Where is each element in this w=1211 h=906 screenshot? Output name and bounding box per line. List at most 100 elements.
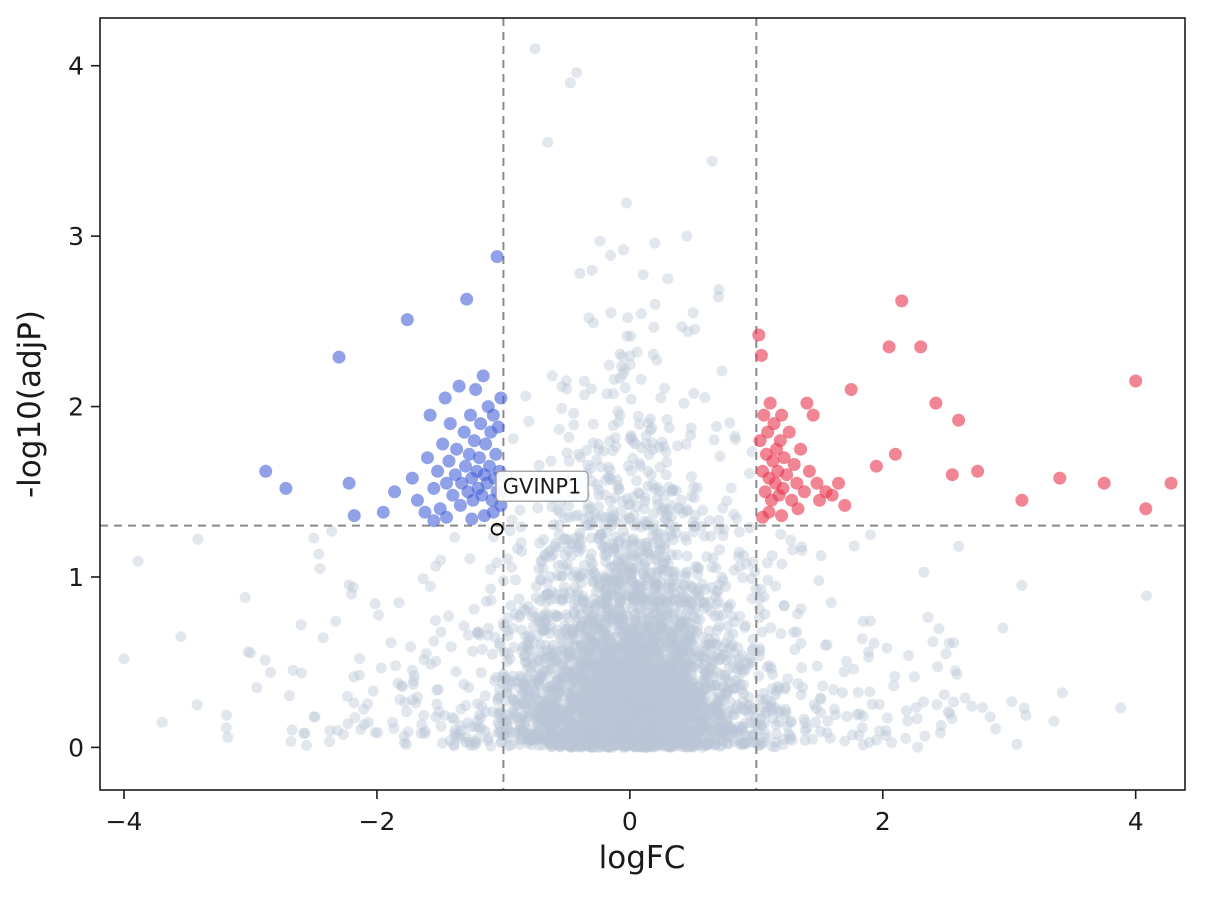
point-not-significant (570, 731, 582, 743)
point-not-significant (642, 546, 654, 558)
point-not-significant (654, 638, 666, 649)
point-not-significant (535, 574, 547, 586)
point-not-significant (601, 714, 613, 726)
point-not-significant (671, 681, 683, 693)
point-not-significant (624, 679, 636, 691)
point-not-significant (462, 717, 474, 729)
point-not-significant (502, 648, 514, 659)
point-not-significant (629, 438, 641, 450)
point-not-significant (694, 739, 706, 751)
point-not-significant (537, 610, 549, 622)
point-not-significant (935, 727, 946, 739)
point-not-significant (686, 665, 697, 677)
point-not-significant (534, 537, 546, 549)
point-not-significant (622, 610, 634, 622)
point-not-significant (734, 652, 746, 664)
point-not-significant (632, 681, 644, 693)
point-not-significant (519, 726, 531, 738)
point-not-significant (645, 704, 657, 716)
point-not-significant (662, 574, 674, 586)
point-not-significant (666, 631, 677, 643)
point-not-significant (748, 702, 760, 714)
point-not-significant (756, 626, 768, 638)
point-not-significant (561, 592, 573, 604)
point-not-significant (663, 714, 674, 726)
point-not-significant (613, 725, 625, 737)
point-not-significant (767, 712, 779, 724)
point-not-significant (868, 637, 880, 649)
point-not-significant (586, 707, 597, 719)
point-not-significant (671, 652, 683, 664)
point-not-significant (596, 539, 608, 551)
point-not-significant (588, 697, 600, 709)
point-not-significant (588, 637, 600, 648)
point-not-significant (556, 665, 568, 677)
point-not-significant (612, 689, 624, 701)
point-not-significant (602, 546, 613, 558)
point-down-regulated (472, 451, 486, 465)
point-not-significant (706, 637, 718, 649)
point-not-significant (611, 726, 623, 738)
point-not-significant (659, 672, 671, 684)
point-not-significant (738, 550, 750, 562)
point-not-significant (513, 699, 525, 711)
point-not-significant (645, 705, 657, 717)
point-not-significant (568, 419, 580, 431)
point-not-significant (779, 683, 791, 695)
point-not-significant (623, 737, 635, 748)
point-not-significant (577, 660, 589, 672)
point-not-significant (651, 724, 662, 736)
point-up-regulated (791, 502, 805, 516)
point-not-significant (538, 716, 550, 728)
point-not-significant (634, 708, 646, 720)
point-not-significant (619, 700, 631, 712)
point-not-significant (721, 688, 732, 700)
point-not-significant (664, 660, 676, 672)
point-not-significant (810, 702, 822, 714)
point-not-significant (594, 694, 606, 705)
point-not-significant (592, 732, 604, 744)
point-not-significant (697, 603, 709, 615)
point-not-significant (574, 741, 586, 753)
point-not-significant (629, 720, 640, 731)
point-not-significant (703, 639, 715, 651)
point-not-significant (622, 708, 634, 720)
point-not-significant (709, 590, 721, 602)
point-not-significant (533, 614, 545, 626)
point-not-significant (633, 648, 645, 660)
point-not-significant (623, 460, 634, 472)
point-not-significant (554, 708, 566, 720)
point-not-significant (430, 615, 441, 626)
point-not-significant (706, 702, 718, 714)
point-not-significant (600, 623, 611, 635)
point-not-significant (644, 737, 656, 749)
point-not-significant (653, 630, 665, 641)
point-not-significant (641, 741, 653, 753)
point-not-significant (576, 620, 588, 632)
point-not-significant (562, 671, 574, 683)
point-not-significant (744, 653, 756, 665)
point-not-significant (571, 633, 583, 645)
point-not-significant (460, 737, 472, 748)
point-not-significant (600, 601, 612, 613)
point-not-significant (728, 564, 740, 576)
point-not-significant (544, 709, 556, 721)
point-not-significant (606, 687, 617, 699)
point-not-significant (557, 559, 569, 571)
point-not-significant (948, 637, 960, 649)
point-not-significant (618, 717, 630, 729)
point-not-significant (585, 701, 597, 713)
point-not-significant (583, 312, 595, 324)
point-not-significant (612, 689, 624, 701)
point-not-significant (654, 528, 666, 540)
point-not-significant (406, 664, 418, 676)
point-not-significant (538, 534, 550, 545)
point-not-significant (691, 482, 703, 494)
point-not-significant (675, 694, 687, 706)
point-not-significant (652, 615, 664, 627)
point-not-significant (566, 733, 578, 745)
point-not-significant (627, 694, 639, 706)
point-not-significant (568, 650, 580, 662)
point-not-significant (623, 647, 635, 659)
point-not-significant (614, 736, 626, 748)
